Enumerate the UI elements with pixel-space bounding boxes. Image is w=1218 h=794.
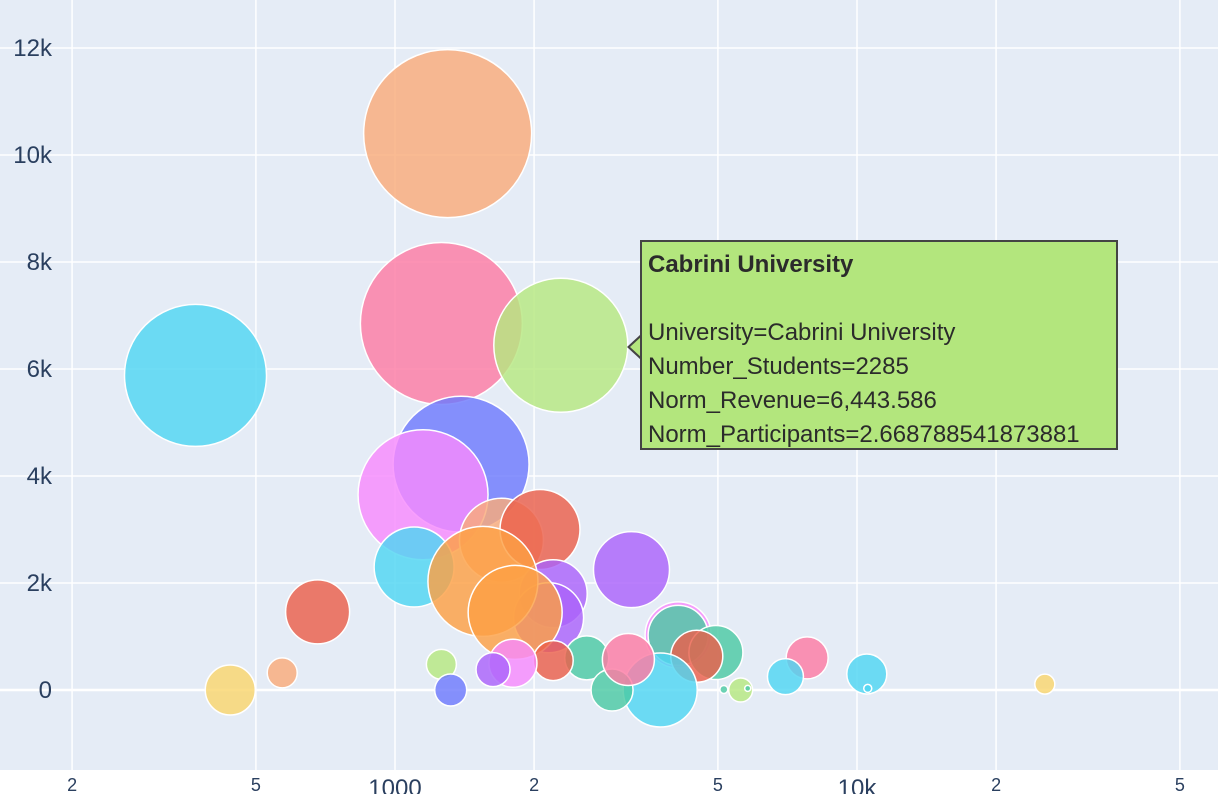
y-axis-tick-labels: 12k 10k 8k 6k 4k 2k 0 <box>13 35 53 704</box>
bubble-point[interactable] <box>862 683 873 694</box>
x-tick-label: 5 <box>1175 775 1185 794</box>
tooltip-number-students: Number_Students=2285 <box>648 353 909 380</box>
bubble-point[interactable] <box>719 684 729 695</box>
bubble-point[interactable] <box>433 673 468 707</box>
tooltip-norm-revenue: Norm_Revenue=6,443.586 <box>648 387 937 414</box>
y-tick-label: 6k <box>27 356 53 383</box>
bubble-layer[interactable] <box>123 48 1056 728</box>
tooltip-title: Cabrini University <box>648 251 854 278</box>
tooltip-arrow-fill <box>630 336 642 358</box>
bubble-point[interactable] <box>601 632 656 687</box>
x-tick-label: 2 <box>67 775 77 794</box>
bubble-point[interactable] <box>266 657 298 689</box>
tooltip-university: University=Cabrini University <box>648 319 956 346</box>
y-tick-label: 0 <box>39 677 52 704</box>
y-tick-label: 4k <box>27 463 53 490</box>
y-tick-label: 10k <box>13 142 53 169</box>
bubble-point[interactable] <box>592 530 671 609</box>
y-tick-label: 2k <box>27 570 53 597</box>
bubble-point[interactable] <box>766 657 805 696</box>
y-tick-label: 8k <box>27 249 53 276</box>
bubble-point[interactable] <box>846 653 888 695</box>
tooltip-norm-participants: Norm_Participants=2.668788541873881 <box>648 421 1080 448</box>
bubble-point[interactable] <box>284 579 351 645</box>
bubble-point[interactable] <box>1034 673 1056 695</box>
bubble-point[interactable] <box>362 48 533 219</box>
x-tick-label: 1000 <box>368 775 421 794</box>
x-axis-tick-labels: 2 5 1000 2 5 10k 2 5 <box>67 775 1185 794</box>
x-tick-label: 2 <box>529 775 539 794</box>
hover-tooltip: Cabrini University University=Cabrini Un… <box>640 240 1118 450</box>
x-tick-label: 5 <box>251 775 261 794</box>
bubble-point[interactable] <box>532 639 574 682</box>
bubble-point[interactable] <box>743 684 752 693</box>
x-axis-margin <box>0 770 1218 794</box>
x-tick-label: 10k <box>838 775 878 794</box>
x-tick-label: 2 <box>991 775 1001 794</box>
bubble-point[interactable] <box>493 277 629 413</box>
x-tick-label: 5 <box>713 775 723 794</box>
bubble-point[interactable] <box>475 651 511 688</box>
bubble-point[interactable] <box>727 677 754 703</box>
y-tick-label: 12k <box>13 35 53 62</box>
bubble-point[interactable] <box>123 303 268 448</box>
bubble-point[interactable] <box>204 664 257 716</box>
